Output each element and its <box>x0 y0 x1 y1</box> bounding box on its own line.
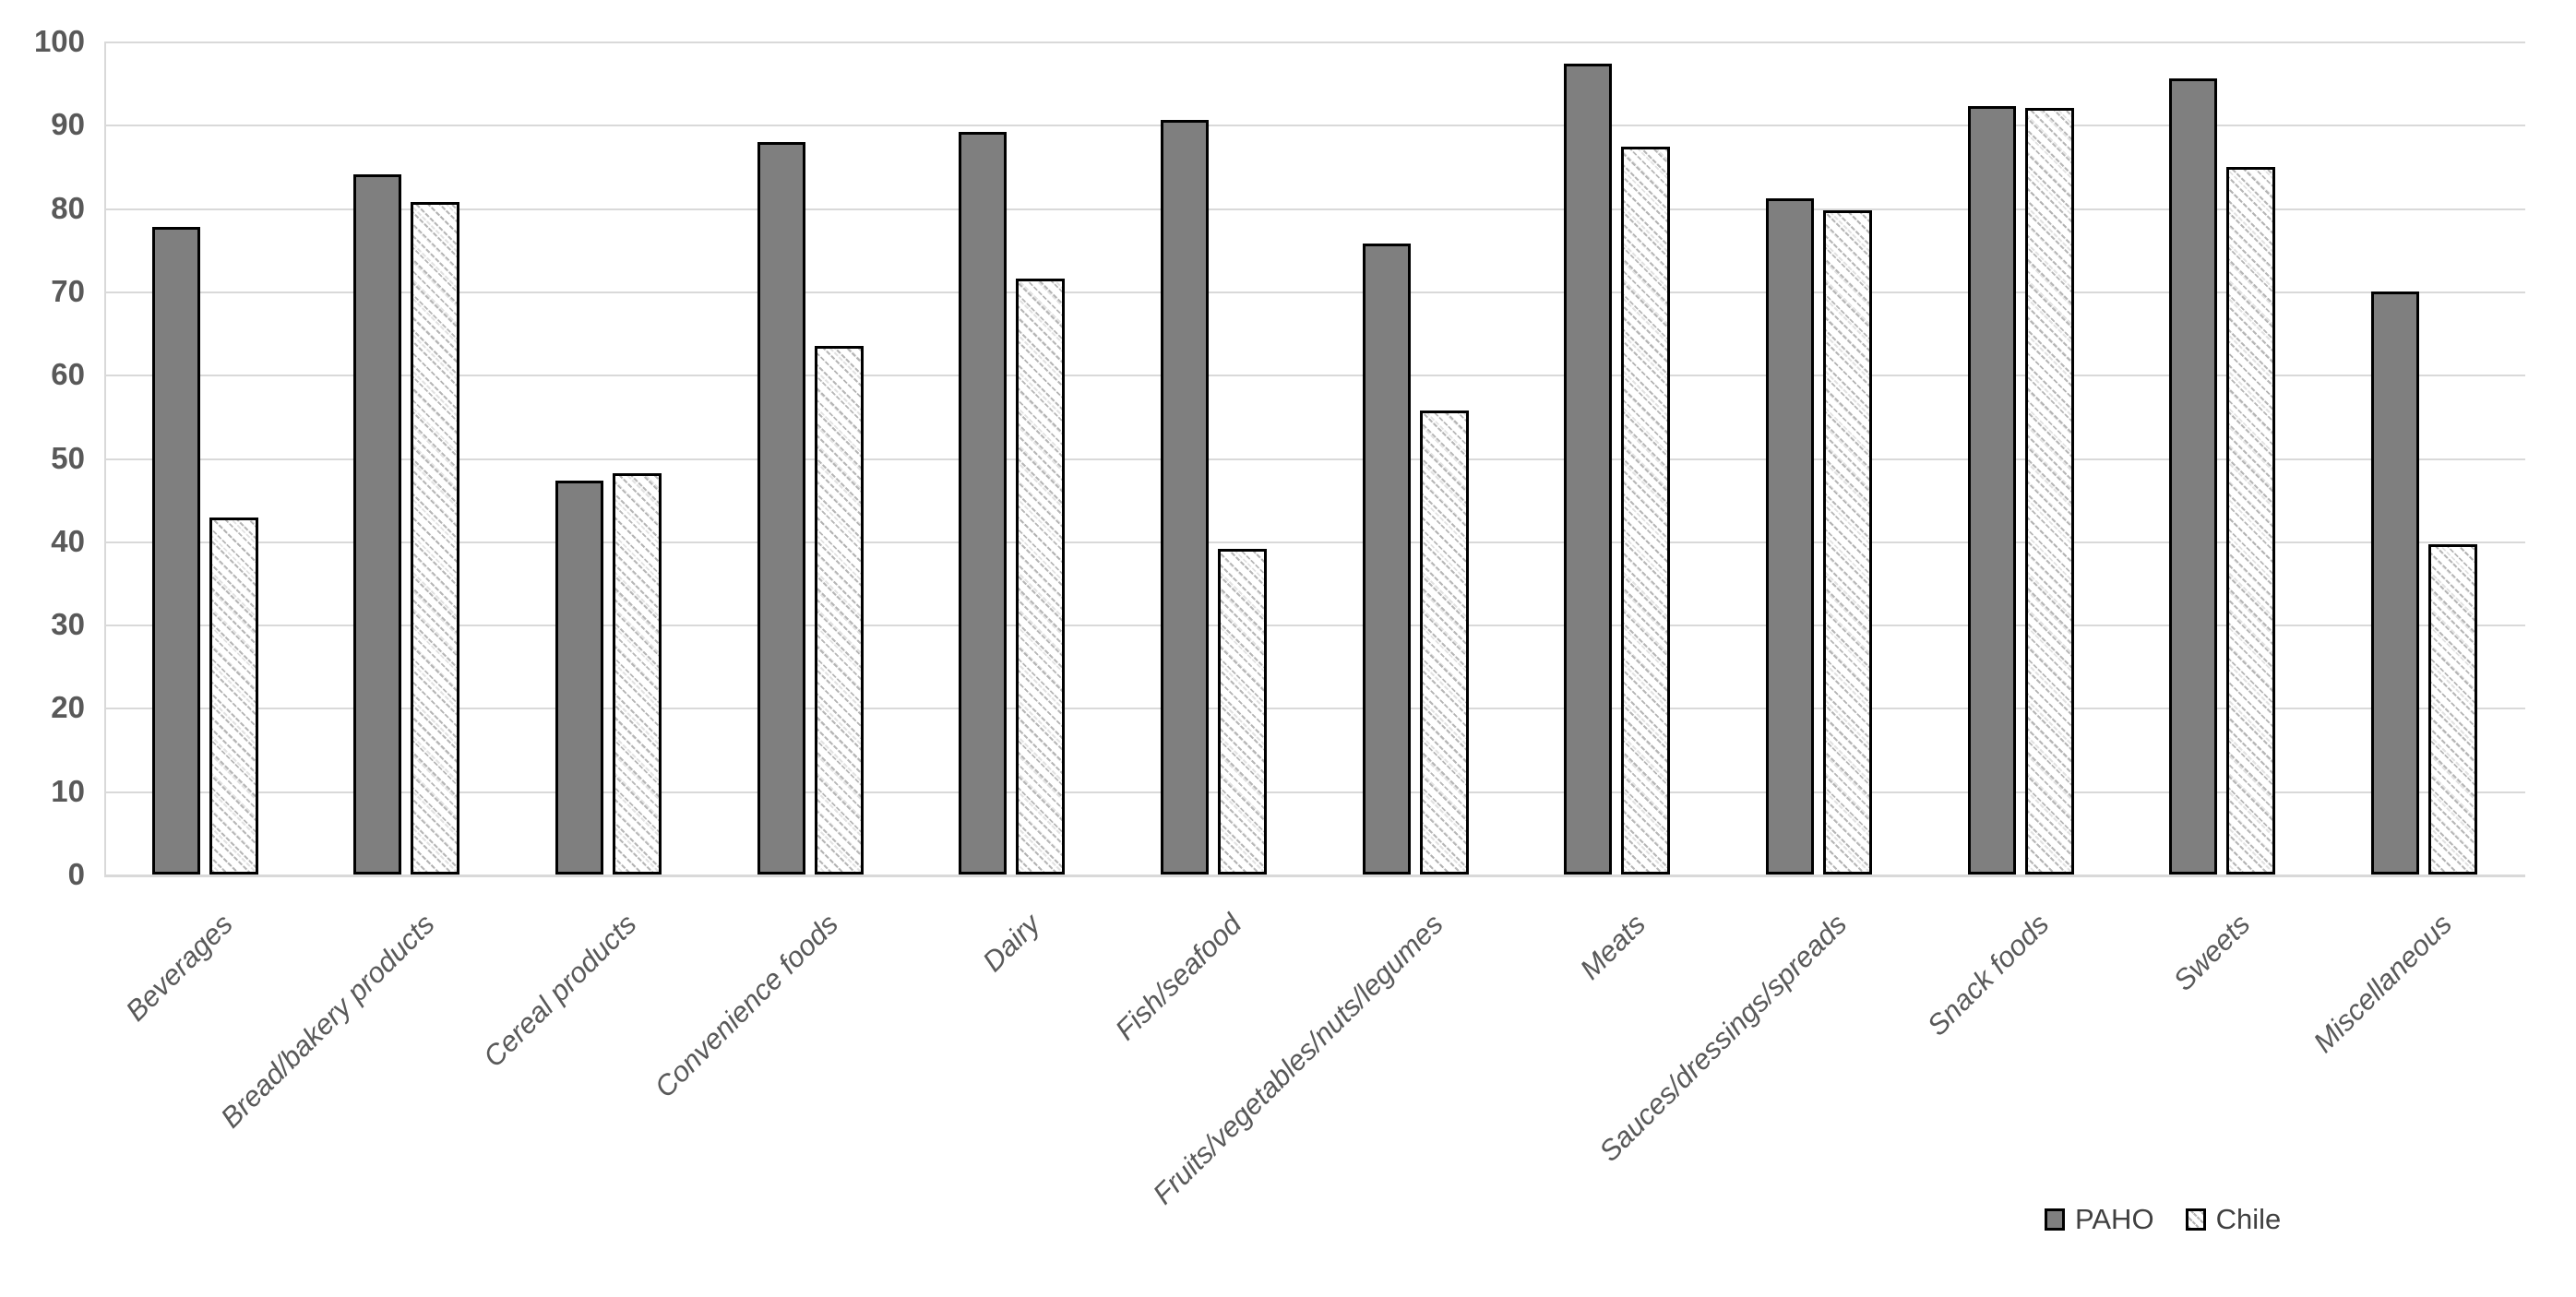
bar-paho-fruits-vegetables-nuts-legumes <box>1362 244 1411 875</box>
bar-group-dairy <box>912 42 1114 875</box>
bar-group-snack-foods <box>1920 42 2122 875</box>
y-tick-label-20: 20 <box>51 690 85 725</box>
gridline-50 <box>104 458 2525 460</box>
gridline-10 <box>104 791 2525 793</box>
bar-paho-cereal-products <box>555 480 604 875</box>
bar-paho-sauces-dressings-spreads <box>1766 197 1815 875</box>
bar-chile-beverages <box>209 517 258 875</box>
legend-item-paho: PAHO <box>2045 1205 2154 1233</box>
bar-chile-convenience-foods <box>814 345 864 875</box>
y-tick-label-50: 50 <box>51 440 85 475</box>
y-tick-label-70: 70 <box>51 273 85 308</box>
bar-paho-dairy <box>959 132 1008 875</box>
y-tick-label-10: 10 <box>51 773 85 808</box>
bar-group-convenience-foods <box>710 42 912 875</box>
x-category-label-snack-foods: Snack foods <box>1920 908 2056 1042</box>
bar-paho-meats <box>1564 64 1613 875</box>
y-tick-label-100: 100 <box>33 24 85 58</box>
x-category-label-beverages: Beverages <box>119 908 240 1028</box>
y-tick-label-90: 90 <box>51 107 85 142</box>
gridline-40 <box>104 541 2525 543</box>
bar-group-bread-bakery-products <box>306 42 508 875</box>
bar-chile-dairy <box>1016 279 1066 875</box>
x-category-label-dairy: Dairy <box>975 908 1046 978</box>
legend-swatch-chile <box>2185 1208 2206 1231</box>
gridline-70 <box>104 291 2525 293</box>
bar-group-miscellaneous <box>2323 42 2525 875</box>
bar-paho-beverages <box>151 227 200 875</box>
gridline-20 <box>104 708 2525 710</box>
x-category-label-miscellaneous: Miscellaneous <box>2307 908 2459 1059</box>
bar-chile-meats <box>1621 146 1671 875</box>
x-category-label-convenience-foods: Convenience foods <box>648 908 845 1104</box>
legend-item-chile: Chile <box>2185 1203 2282 1235</box>
gridline-100 <box>104 42 2525 43</box>
bar-chile-sauces-dressings-spreads <box>1823 210 1873 875</box>
bar-paho-miscellaneous <box>2371 291 2420 875</box>
bar-chile-sweets <box>2226 167 2276 875</box>
bar-group-fruits-vegetables-nuts-legumes <box>1315 42 1517 875</box>
y-tick-label-40: 40 <box>51 523 85 558</box>
bar-paho-fish-seafood <box>1161 119 1210 875</box>
bar-chile-snack-foods <box>2024 108 2074 875</box>
y-tick-label-30: 30 <box>51 607 85 642</box>
x-category-label-cereal-products: Cereal products <box>476 908 643 1074</box>
bar-group-cereal-products <box>507 42 710 875</box>
bar-paho-convenience-foods <box>757 142 805 875</box>
y-tick-label-0: 0 <box>67 857 85 891</box>
x-category-label-sweets: Sweets <box>2167 908 2257 997</box>
legend-label-paho: PAHO <box>2075 1203 2154 1235</box>
bar-chile-cereal-products <box>613 472 662 875</box>
y-tick-label-60: 60 <box>51 357 85 392</box>
bar-chile-miscellaneous <box>2428 544 2478 875</box>
x-category-label-fish-seafood: Fish/seafood <box>1109 908 1248 1047</box>
bar-chile-bread-bakery-products <box>411 202 460 875</box>
bar-paho-snack-foods <box>1967 105 2016 875</box>
bar-chile-fish-seafood <box>1218 548 1268 875</box>
legend-swatch-paho <box>2045 1208 2065 1231</box>
bar-paho-sweets <box>2169 77 2218 875</box>
bar-chile-fruits-vegetables-nuts-legumes <box>1419 411 1469 875</box>
legend: PAHO Chile <box>2045 1205 2281 1233</box>
x-category-label-bread-bakery-products: Bread/bakery products <box>214 908 441 1135</box>
gridline-80 <box>104 208 2525 210</box>
gridline-60 <box>104 375 2525 377</box>
bar-paho-bread-bakery-products <box>353 174 402 875</box>
bar-group-sweets <box>2122 42 2324 875</box>
gridline-90 <box>104 125 2525 127</box>
gridline-30 <box>104 625 2525 627</box>
plot-area <box>104 42 2525 877</box>
y-tick-label-80: 80 <box>51 190 85 225</box>
legend-label-chile: Chile <box>2215 1203 2282 1235</box>
bar-group-meats <box>1517 42 1719 875</box>
bar-group-fish-seafood <box>1113 42 1315 875</box>
gridline-0 <box>104 875 2525 877</box>
x-category-label-meats: Meats <box>1573 908 1652 986</box>
bar-group-sauces-dressings-spreads <box>1718 42 1920 875</box>
bar-group-beverages <box>104 42 306 875</box>
